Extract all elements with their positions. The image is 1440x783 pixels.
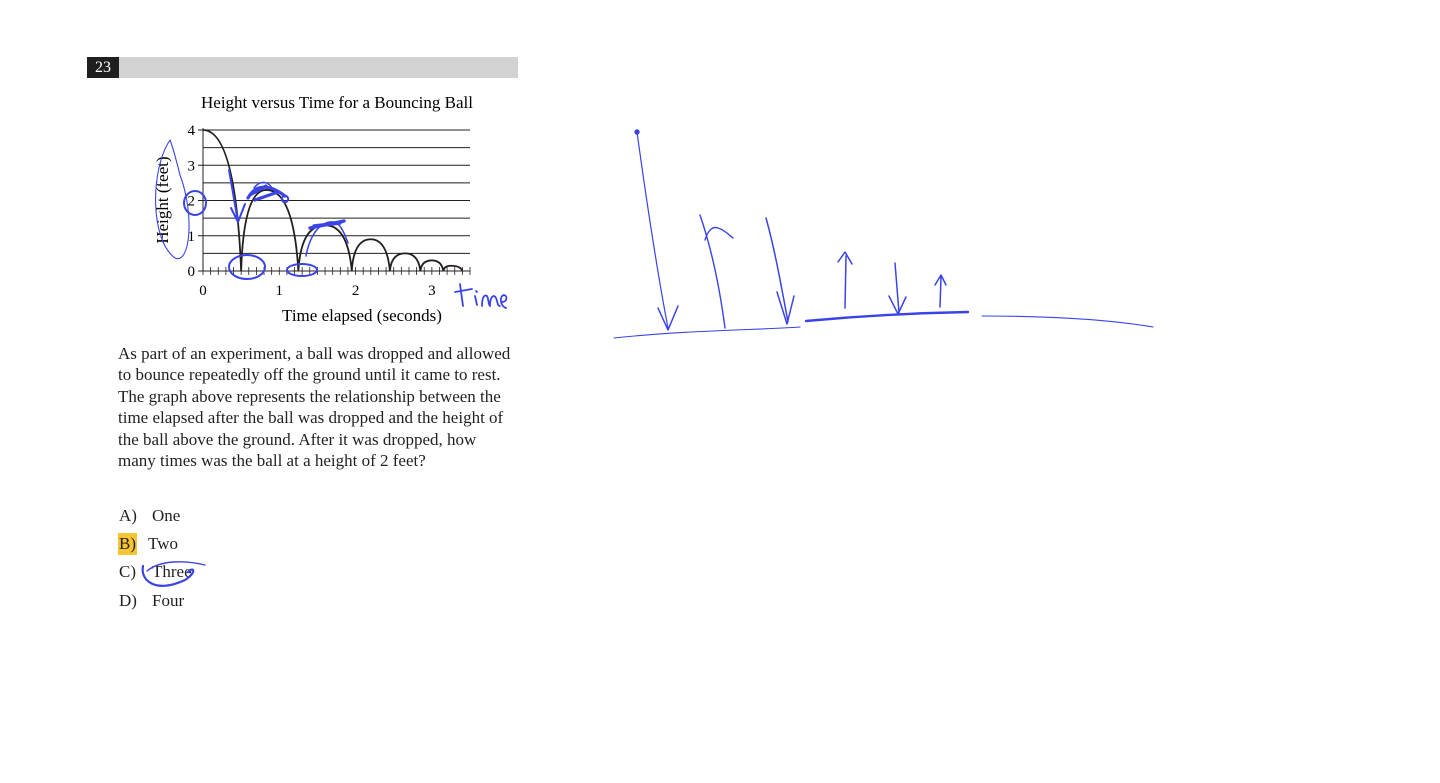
- y-tick-label: 4: [188, 123, 196, 139]
- choice-a-letter: A): [119, 506, 137, 525]
- ink-oval-y-label: [155, 139, 190, 260]
- choice-c[interactable]: C) Three: [118, 561, 192, 583]
- y-tick-label: 2: [188, 194, 196, 210]
- question-text: As part of an experiment, a ball was dro…: [118, 344, 511, 471]
- ink-circle-2: [183, 190, 207, 216]
- choice-c-text: Three: [152, 562, 192, 581]
- ink-arrow-down: [228, 169, 246, 223]
- ink-arc-peak-1: [253, 181, 273, 189]
- choice-b[interactable]: B) Two: [118, 533, 178, 555]
- choice-b-letter-highlighted: B): [118, 533, 137, 555]
- y-tick-label: 3: [188, 158, 196, 174]
- choice-d[interactable]: D) Four: [118, 590, 184, 612]
- choice-a[interactable]: A) One: [118, 505, 180, 527]
- bounce-curve: [202, 129, 464, 272]
- ink-strokes-chart: [141, 139, 508, 587]
- x-tick-label: 0: [199, 283, 207, 299]
- x-tick-label: 2: [352, 283, 360, 299]
- ink-ground-line-2: [804, 310, 970, 323]
- ink-oval-bounce-2: [286, 263, 318, 277]
- y-tick-label: 1: [188, 229, 196, 245]
- ink-oval-bounce-1: [228, 254, 266, 280]
- ink-drop-arrowhead: [657, 305, 679, 331]
- question-header-bar: 23: [87, 57, 518, 78]
- ink-scribble-peak-2: [308, 219, 346, 230]
- x-tick-label: 3: [428, 283, 436, 299]
- ink-up-arrow-1: [837, 251, 853, 309]
- question-number: 23: [87, 57, 119, 78]
- ink-label-time: [454, 283, 508, 309]
- ink-bounce-1: [699, 214, 734, 329]
- x-tick-label: 1: [276, 283, 284, 299]
- ink-down-arrow: [888, 262, 907, 315]
- ink-circle-choice-c: [141, 564, 195, 587]
- ink-ground-line-3: [981, 315, 1154, 328]
- ink-strokes-sketch: [613, 129, 1154, 339]
- height-vs-time-chart: Height versus Time for a Bouncing Ball 0…: [153, 93, 473, 325]
- ink-drop-line: [636, 131, 669, 329]
- ink-up-arrow-2: [934, 274, 947, 308]
- choice-b-text: Two: [148, 534, 178, 553]
- ink-scribble-peak-1: [246, 184, 287, 202]
- ink-fall-2: [765, 217, 795, 325]
- choice-a-text: One: [152, 506, 181, 525]
- chart-title: Height versus Time for a Bouncing Ball: [201, 93, 473, 112]
- choice-c-letter: C): [119, 562, 136, 581]
- choice-d-letter: D): [119, 591, 137, 610]
- x-axis-label: Time elapsed (seconds): [282, 306, 442, 325]
- y-axis: 0 1 2 3 4: [188, 123, 204, 280]
- ink-dot: [280, 194, 290, 204]
- chart-grid: [203, 129, 470, 254]
- ink-ground-line-1: [613, 326, 801, 339]
- choice-d-text: Four: [152, 591, 185, 610]
- ink-circle-choice-c-top: [146, 561, 206, 572]
- y-tick-label: 0: [188, 264, 196, 280]
